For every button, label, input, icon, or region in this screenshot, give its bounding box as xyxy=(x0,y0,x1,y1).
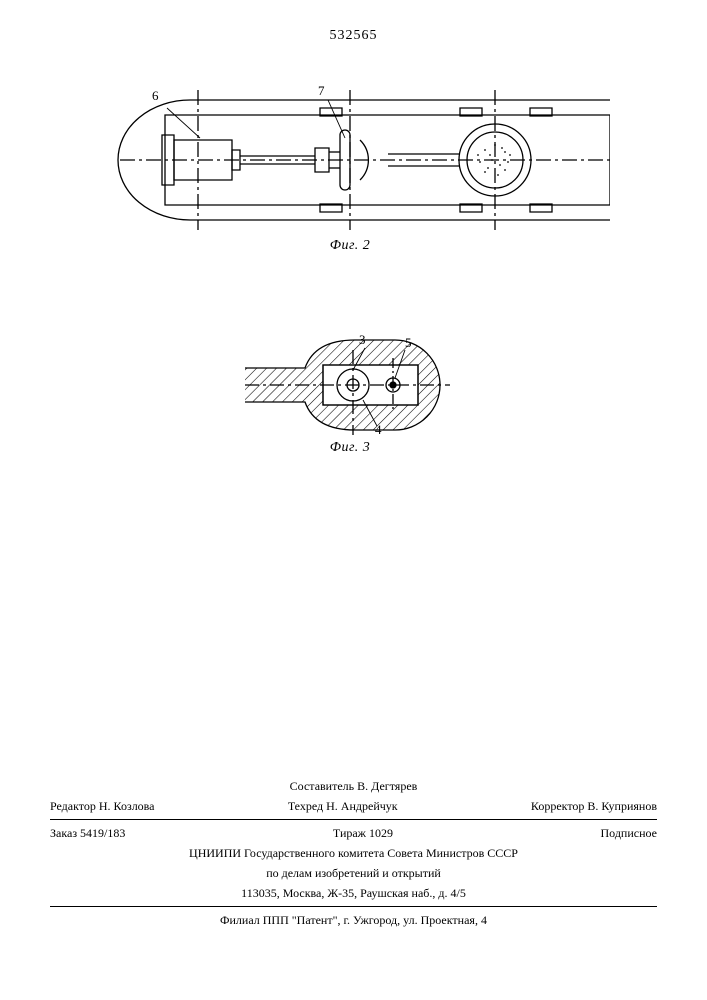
credits-row: Редактор Н. Козлова Техред Н. Андрейчук … xyxy=(50,796,657,816)
callout-6: 6 xyxy=(152,88,159,104)
corrector-name: В. Куприянов xyxy=(587,799,657,813)
compiler-name: В. Дегтярев xyxy=(357,779,417,793)
figure-2: 6 7 Фиг. 2 xyxy=(90,80,610,260)
corrector: Корректор В. Куприянов xyxy=(531,797,657,815)
address-1: 113035, Москва, Ж-35, Раушская наб., д. … xyxy=(50,883,657,903)
print-row: Заказ 5419/183 Тираж 1029 Подписное xyxy=(50,823,657,843)
techred-name: Н. Андрейчук xyxy=(326,799,397,813)
order-number: Заказ 5419/183 xyxy=(50,824,125,842)
divider-1 xyxy=(50,819,657,820)
figure-3: 3 5 4 Фиг. 3 xyxy=(245,330,455,470)
callout-4: 4 xyxy=(375,422,382,438)
techred: Техред Н. Андрейчук xyxy=(288,797,398,815)
editor-name: Н. Козлова xyxy=(99,799,155,813)
page-number: 532565 xyxy=(0,28,707,44)
address-2: Филиал ППП "Патент", г. Ужгород, ул. Про… xyxy=(50,910,657,930)
callout-5: 5 xyxy=(405,335,412,351)
circulation: Тираж 1029 xyxy=(333,824,393,842)
callout-3: 3 xyxy=(359,332,366,348)
compiler-label: Составитель xyxy=(290,779,354,793)
corrector-label: Корректор xyxy=(531,799,585,813)
editor-label: Редактор xyxy=(50,799,96,813)
org-line-1: ЦНИИПИ Государственного комитета Совета … xyxy=(50,843,657,863)
subscription: Подписное xyxy=(601,824,658,842)
compiler-line: Составитель В. Дегтярев xyxy=(50,776,657,796)
techred-label: Техред xyxy=(288,799,323,813)
figure-2-drawing xyxy=(90,80,610,240)
callout-7: 7 xyxy=(318,83,325,99)
org-line-2: по делам изобретений и открытий xyxy=(50,863,657,883)
editor: Редактор Н. Козлова xyxy=(50,797,155,815)
figure-2-label: Фиг. 2 xyxy=(90,238,610,254)
figure-3-drawing xyxy=(245,330,455,440)
divider-2 xyxy=(50,906,657,907)
figure-3-label: Фиг. 3 xyxy=(245,440,455,456)
imprint-footer: Составитель В. Дегтярев Редактор Н. Козл… xyxy=(50,776,657,930)
